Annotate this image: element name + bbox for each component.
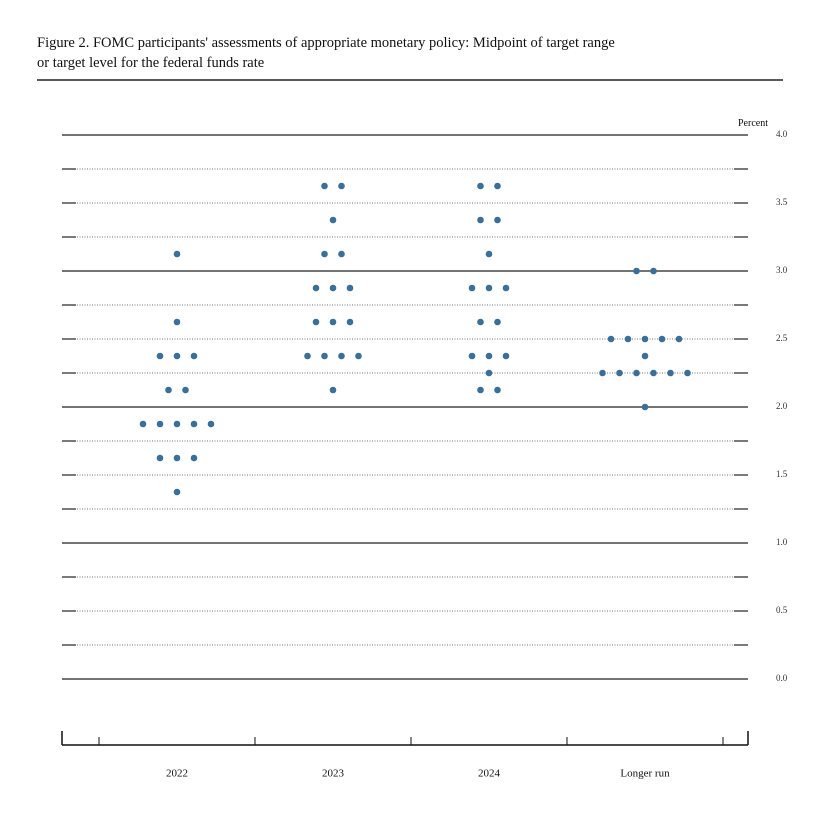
dot (502, 352, 510, 360)
dot (321, 352, 328, 360)
dot (173, 318, 181, 326)
y-tick-label: 1.5 (776, 469, 788, 479)
dot (477, 318, 484, 326)
dot (156, 454, 164, 462)
dot (494, 216, 501, 224)
x-tick-label: 2024 (478, 768, 501, 780)
y-tick-label: 0.0 (776, 673, 788, 683)
y-tick-label: 3.5 (776, 197, 788, 207)
dot (338, 352, 345, 360)
dot (173, 352, 181, 360)
dot (468, 352, 476, 360)
dot (502, 284, 510, 292)
dot (641, 352, 649, 360)
y-tick-label: 2.5 (776, 333, 788, 343)
dot (641, 403, 649, 411)
dot (190, 420, 198, 428)
dot (173, 488, 181, 496)
dot (485, 284, 493, 292)
chart-title: or target level for the federal funds ra… (37, 55, 264, 71)
dot (329, 284, 337, 292)
dot (182, 386, 189, 394)
dot (494, 182, 501, 190)
dot (173, 250, 181, 258)
y-tick-label: 3.0 (776, 265, 788, 275)
dot (468, 284, 476, 292)
dot (599, 369, 606, 377)
dot (156, 420, 164, 428)
dot (173, 454, 181, 462)
dot (650, 369, 657, 377)
x-tick-label: 2023 (322, 768, 345, 780)
dot (346, 284, 354, 292)
dot (338, 250, 345, 258)
dot (207, 420, 215, 428)
y-tick-label: 1.0 (776, 537, 788, 547)
dot (190, 352, 198, 360)
dot (616, 369, 623, 377)
dot (641, 335, 649, 343)
dot (304, 352, 311, 360)
dot (477, 182, 484, 190)
dot (190, 454, 198, 462)
dot (156, 352, 164, 360)
dot (607, 335, 615, 343)
dot (338, 182, 345, 190)
y-tick-label: 2.0 (776, 401, 788, 411)
dot (355, 352, 362, 360)
dot (321, 250, 328, 258)
dot (633, 267, 640, 275)
dot (329, 216, 337, 224)
dot (658, 335, 666, 343)
chart-title: Figure 2. FOMC participants' assessments… (37, 35, 615, 51)
y-tick-label: 4.0 (776, 129, 788, 139)
dot (684, 369, 691, 377)
dot (650, 267, 657, 275)
dot (321, 182, 328, 190)
dot (675, 335, 683, 343)
dot (494, 386, 501, 394)
dot (173, 420, 181, 428)
dot (312, 318, 320, 326)
x-tick-label: Longer run (620, 768, 670, 780)
dot (139, 420, 147, 428)
dot (633, 369, 640, 377)
y-tick-label: 0.5 (776, 605, 788, 615)
dot (494, 318, 501, 326)
dot (329, 386, 337, 394)
dot (312, 284, 320, 292)
dot (667, 369, 674, 377)
dot (477, 216, 484, 224)
dot (165, 386, 172, 394)
dot (485, 250, 493, 258)
dot (485, 369, 493, 377)
dot (346, 318, 354, 326)
dot (624, 335, 632, 343)
y-axis-label: Percent (738, 118, 768, 129)
dot (477, 386, 484, 394)
dot (485, 352, 493, 360)
x-tick-label: 2022 (166, 768, 188, 780)
dot (329, 318, 337, 326)
